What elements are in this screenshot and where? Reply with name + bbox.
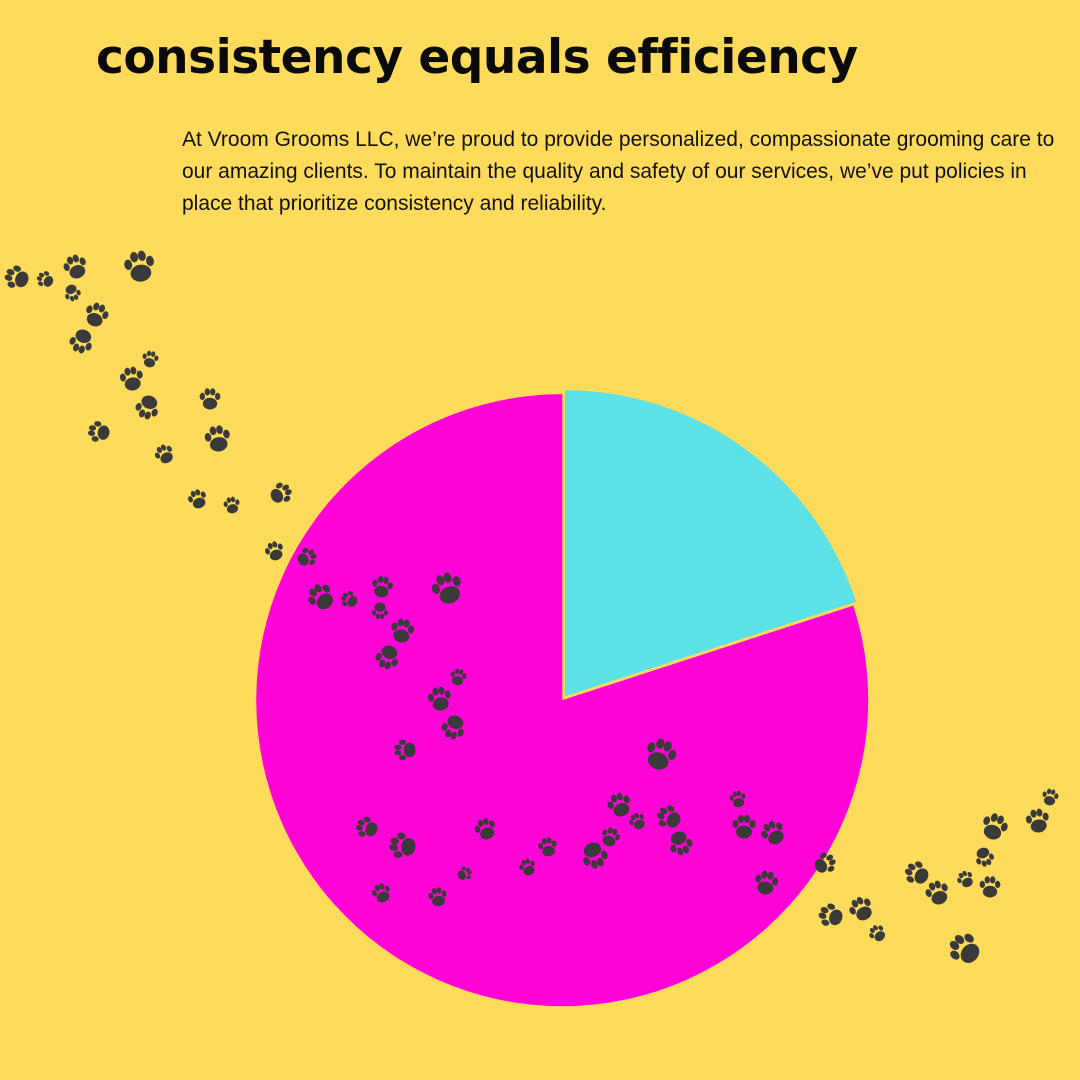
paw-print-icon <box>978 810 1011 844</box>
paw-print-icon <box>118 365 146 393</box>
paw-print-icon <box>81 299 112 330</box>
paw-print-icon <box>954 868 977 891</box>
paw-print-icon <box>972 844 997 869</box>
paw-print-icon <box>199 388 221 410</box>
paw-print-icon <box>1040 787 1060 807</box>
paw-print-icon <box>943 927 987 971</box>
paw-print-icon <box>865 921 889 945</box>
paw-print-icon <box>900 857 933 890</box>
pie-slice-1 <box>565 390 857 697</box>
paw-print-icon <box>1 262 32 293</box>
paw-print-icon <box>266 479 296 508</box>
paw-print-icon <box>845 892 878 925</box>
paw-print-icon <box>61 282 83 304</box>
paw-print-icon <box>979 876 1001 898</box>
paw-print-icon <box>151 441 178 467</box>
paw-print-icon <box>222 495 242 515</box>
paw-print-icon <box>140 349 160 369</box>
page-title: consistency equals efficiency <box>96 30 858 85</box>
paw-print-icon <box>34 268 57 291</box>
intro-paragraph: At Vroom Grooms LLC, we’re proud to prov… <box>182 128 1055 215</box>
paw-print-icon <box>1024 807 1052 835</box>
paw-print-icon <box>66 326 97 357</box>
paw-print-icon <box>60 251 91 282</box>
paw-print-icon <box>86 419 112 444</box>
paw-print-icon <box>132 392 163 423</box>
paw-print-icon <box>122 248 158 285</box>
paw-print-icon <box>815 900 846 931</box>
paw-print-icon <box>262 539 287 564</box>
paw-print-icon <box>922 877 953 908</box>
paw-print-icon <box>203 423 233 454</box>
pie-slices <box>256 390 869 1007</box>
paw-print-icon <box>185 487 210 512</box>
